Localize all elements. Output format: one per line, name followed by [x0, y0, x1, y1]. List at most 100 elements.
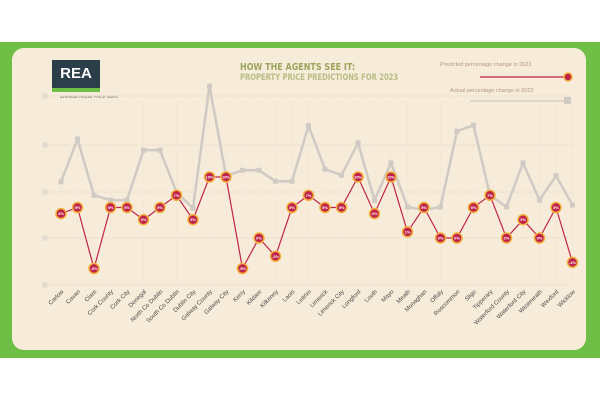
- actual-2022-point: [339, 172, 344, 178]
- x-tick-label: Louth: [364, 289, 379, 304]
- predicted-2023-point: [352, 171, 364, 183]
- predicted-2023-point: [203, 171, 216, 183]
- predicted-2023-point: [220, 171, 232, 183]
- predicted-2023-point: [484, 189, 496, 202]
- predicted-2023-data-label: 0%: [454, 236, 460, 241]
- predicted-2023-point: [88, 262, 100, 275]
- predicted-2023-point: [467, 201, 480, 214]
- predicted-2023-line: [60, 175, 574, 271]
- x-tick-label: Wicklow: [557, 289, 577, 309]
- predicted-2023-point: [401, 226, 414, 238]
- actual-2022-point: [240, 167, 245, 173]
- actual-2022-point: [438, 204, 443, 210]
- x-tick-label: Mayo: [381, 289, 396, 304]
- actual-2022-point: [553, 173, 559, 179]
- gridline-marker: [42, 93, 48, 99]
- legend-predicted-marker: [563, 72, 573, 82]
- actual-2022-point: [190, 205, 196, 211]
- chart-subtitle: PROPERTY PRICE PREDICTIONS FOR 2023: [240, 73, 399, 83]
- predicted-2023-data-label: 7%: [487, 193, 493, 198]
- predicted-2023-point: [319, 201, 331, 214]
- predicted-2023-data-label: 5%: [322, 205, 328, 210]
- x-tick-label: Kerry: [233, 289, 247, 303]
- gridline-marker: [42, 282, 48, 288]
- predicted-2023-point: [368, 207, 381, 220]
- predicted-2023-point: [236, 262, 249, 275]
- predicted-2023-point: [418, 201, 430, 214]
- predicted-2023-data-label: 1%: [405, 229, 411, 234]
- predicted-2023-data-label: 0%: [438, 236, 444, 241]
- actual-2022-point: [520, 160, 526, 166]
- predicted-2023-data-label: 0%: [504, 236, 510, 241]
- predicted-2023-point: [253, 232, 265, 244]
- predicted-2023-data-label: 5%: [289, 205, 295, 210]
- predicted-2023-point: [104, 201, 117, 214]
- actual-2022-point: [454, 128, 460, 134]
- predicted-2023-point: [55, 207, 67, 220]
- logo-subtitle: AVERAGE HOUSE PRICE INDEX: [60, 95, 119, 99]
- actual-2022-point: [372, 197, 377, 203]
- actual-2022-point: [306, 123, 311, 129]
- predicted-2023-data-label: 3%: [190, 217, 196, 222]
- actual-2022-point: [537, 197, 542, 203]
- predicted-2023-data-label: 0%: [537, 236, 543, 241]
- x-tick-label: Sligo: [464, 289, 478, 303]
- actual-2022-line: [59, 85, 574, 212]
- predicted-2023-data-label: 10%: [387, 175, 395, 180]
- actual-2022-point: [570, 202, 575, 208]
- predicted-2023-data-label: 10%: [354, 175, 362, 180]
- chart-title: HOW THE AGENTS SEE IT:: [240, 62, 356, 73]
- predicted-2023-data-label: 5%: [421, 205, 427, 210]
- x-tick-label: Cavan: [65, 289, 82, 306]
- legend-predicted-label: Predicted percentage change in 2023: [440, 62, 532, 68]
- predicted-2023-data-label: -5%: [239, 266, 247, 271]
- predicted-2023-data-label: 5%: [124, 205, 130, 210]
- x-tick-label: Laois: [282, 289, 296, 303]
- predicted-2023-point: [533, 232, 546, 244]
- x-tick-label: Offaly: [430, 289, 445, 304]
- predicted-2023-point: [451, 232, 463, 244]
- legend-actual-label: Actual percentage change in 2022: [450, 88, 534, 94]
- predicted-2023-data-label: 5%: [75, 205, 81, 210]
- predicted-2023-point: [566, 256, 579, 269]
- predicted-2023-data-label: 5%: [157, 205, 163, 210]
- predicted-2023-data-label: 5%: [108, 205, 114, 210]
- predicted-2023-data-label: 7%: [174, 193, 180, 198]
- actual-2022-point: [75, 136, 80, 142]
- predicted-2023-data-label: -4%: [569, 260, 577, 265]
- predicted-2023-point: [434, 232, 447, 244]
- actual-2022-point: [405, 204, 410, 210]
- predicted-2023-data-label: 3%: [520, 217, 526, 222]
- predicted-2023-point: [517, 213, 529, 226]
- predicted-2023-data-label: -5%: [90, 266, 98, 271]
- gridline-marker: [42, 142, 48, 148]
- predicted-2023-point: [500, 232, 513, 244]
- legend-actual-marker: [564, 97, 571, 104]
- actual-2022-point: [141, 147, 146, 153]
- actual-2022-point: [157, 147, 163, 153]
- predicted-2023-data-label: 0%: [256, 236, 262, 241]
- actual-2022-point: [273, 178, 278, 184]
- predicted-2023-point: [385, 171, 397, 183]
- predicted-2023-data-label: 5%: [553, 205, 559, 210]
- gridline-marker: [42, 235, 48, 241]
- actual-2022-point: [91, 192, 97, 198]
- actual-2022-point: [256, 167, 262, 173]
- predicted-2023-point: [170, 189, 183, 202]
- actual-2022-point: [471, 122, 476, 128]
- predicted-2023-point: [269, 250, 282, 263]
- predicted-2023-point: [121, 201, 133, 214]
- actual-2022-point: [322, 166, 328, 172]
- x-tick-label: Kilkenny: [260, 289, 280, 309]
- predicted-2023-data-label: -3%: [272, 254, 280, 259]
- gridline-marker: [42, 189, 48, 195]
- actual-2022-point: [124, 197, 130, 203]
- predicted-2023-data-label: 5%: [339, 205, 345, 210]
- x-tick-label: Carlow: [48, 289, 66, 307]
- predicted-2023-data-label: 7%: [306, 193, 312, 198]
- predicted-2023-point: [335, 201, 348, 214]
- predicted-2023-point: [71, 201, 84, 214]
- predicted-2023-point: [154, 201, 166, 214]
- predicted-2023-data-label: 4%: [372, 211, 378, 216]
- actual-2022-point: [289, 178, 295, 184]
